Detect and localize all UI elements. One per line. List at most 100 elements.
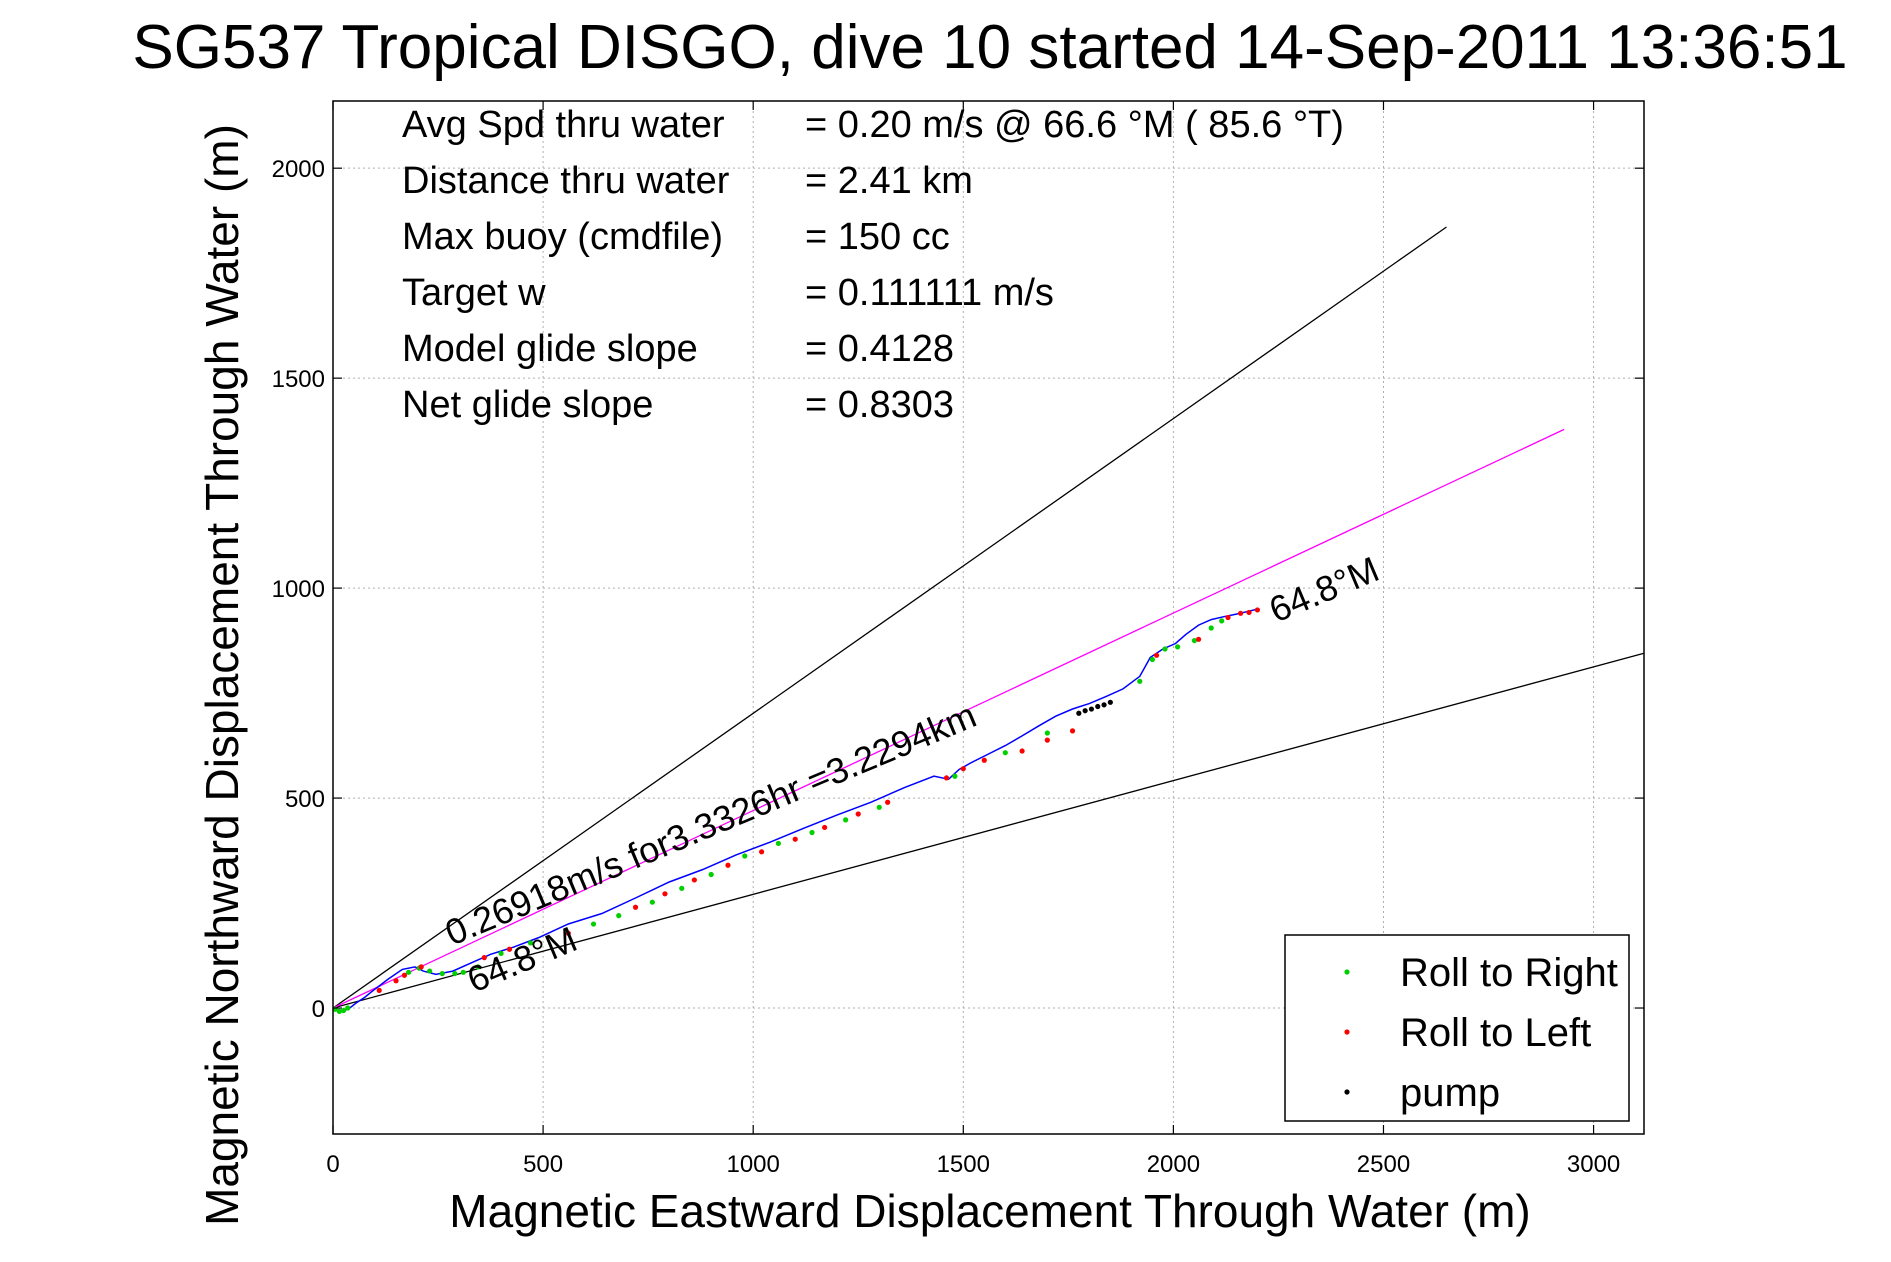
stats-label: Max buoy (cmdfile) [402, 216, 723, 258]
roll-to-right-point [498, 950, 504, 957]
stats-block: Avg Spd thru water = 0.20 m/s @ 66.6 °M (… [402, 104, 1344, 426]
stats-value: = 0.111111 m/s [805, 272, 1054, 314]
y-tick-label: 0 [312, 996, 325, 1023]
pump-point [1076, 710, 1082, 716]
roll-to-left-point [981, 757, 987, 763]
roll-to-left-point [506, 946, 513, 952]
x-axis-ticks: 0 500 1000 1500 2000 2500 3000 [326, 101, 1620, 1178]
roll-to-right-point [1137, 678, 1143, 684]
x-axis-label: Magnetic Eastward Displacement Through W… [449, 1185, 1530, 1237]
roll-to-left-point [632, 904, 639, 910]
y-tick-label: 1000 [272, 576, 325, 603]
x-tick-label: 2500 [1357, 1151, 1410, 1178]
legend-marker [1344, 969, 1350, 975]
roll-to-right-point [809, 829, 815, 836]
roll-to-left-point [792, 836, 798, 842]
roll-to-left-point [1195, 636, 1202, 642]
roll-to-right-point [1219, 618, 1225, 624]
x-tick-label: 1000 [726, 1151, 779, 1178]
roll-to-right-point [876, 804, 882, 810]
roll-to-left-point [1225, 614, 1231, 621]
roll-to-right-point [1191, 637, 1197, 644]
stats-label: Avg Spd thru water [402, 104, 725, 146]
roll-to-left-point [960, 766, 966, 772]
roll-to-left-point [758, 849, 765, 855]
roll-to-left-point [662, 891, 668, 897]
plot-area: 0 500 1000 1500 2000 2500 3000 0 500 1000 1500 200… [272, 100, 1645, 1178]
x-tick-label: 0 [326, 1151, 339, 1178]
roll-to-left-point [1044, 737, 1050, 743]
pump-point [1101, 702, 1107, 708]
roll-to-right-point [1149, 656, 1155, 663]
x-tick-label: 3000 [1567, 1151, 1620, 1178]
legend-label: pump [1400, 1071, 1500, 1115]
legend-marker [1344, 1089, 1350, 1095]
roll-to-right-point [336, 1008, 342, 1014]
roll-to-left-point [691, 877, 697, 883]
roll-to-right-point [452, 970, 458, 977]
roll-to-left-point [1246, 609, 1252, 616]
roll-to-left-point [1069, 728, 1076, 734]
x-tick-label: 1500 [937, 1151, 990, 1178]
roll-to-left-point [481, 955, 487, 961]
roll-to-right-point [406, 969, 412, 975]
roll-to-right-point [1002, 750, 1008, 756]
roll-to-left-point [725, 862, 731, 868]
reference-line [332, 226, 1447, 1009]
roll-to-right-point [708, 871, 714, 878]
y-tick-label: 1500 [272, 366, 325, 393]
pump-point [1088, 706, 1095, 712]
stats-value: = 0.20 m/s @ 66.6 °M ( 85.6 °T) [805, 104, 1344, 146]
y-tick-label: 2000 [272, 156, 325, 183]
roll-to-left-point [1153, 652, 1160, 658]
stats-label: Net glide slope [402, 384, 653, 426]
legend-label: Roll to Right [1400, 951, 1618, 995]
roll-to-left-point [822, 824, 828, 831]
pump-point [1107, 699, 1113, 705]
legend: Roll to Right Roll to Left pump [1284, 934, 1630, 1122]
roll-to-right-point [616, 913, 622, 919]
x-tick-label: 500 [523, 1151, 563, 1178]
roll-to-left-point [855, 811, 861, 817]
roll-to-right-point [1208, 625, 1214, 631]
y-axis-label: Magnetic Northward Displacement Through … [196, 124, 248, 1226]
stats-value: = 0.4128 [805, 328, 954, 370]
roll-to-left-point [1254, 607, 1261, 613]
legend-label: Roll to Left [1400, 1011, 1591, 1055]
roll-to-right-point [460, 969, 466, 975]
legend-items: Roll to Right Roll to Left pump [1344, 951, 1618, 1115]
roll-to-right-point [1174, 644, 1181, 650]
roll-to-right-point [475, 964, 481, 970]
roll-to-right-point [340, 1007, 347, 1014]
y-axis-ticks: 0 500 1000 1500 2000 [272, 156, 1644, 1023]
roll-to-right-point [952, 773, 958, 779]
stats-label: Target w [402, 272, 546, 314]
roll-to-left-point [885, 799, 891, 805]
stats-label: Distance thru water [402, 160, 730, 202]
stats-value: = 150 cc [805, 216, 950, 258]
stats-value: = 2.41 km [805, 160, 973, 202]
pump-point [1082, 708, 1088, 714]
y-tick-label: 500 [285, 786, 325, 813]
roll-to-right-point [427, 968, 433, 974]
roll-to-right-point [742, 853, 748, 859]
roll-to-right-point [649, 899, 655, 905]
roll-to-right-point [439, 970, 445, 977]
roll-to-right-point [345, 1005, 351, 1011]
roll-to-left-point [401, 972, 408, 978]
roll-to-right-point [590, 921, 597, 927]
roll-to-left-point [943, 775, 950, 781]
reference-lines [332, 226, 1645, 1009]
roll-to-right-point [679, 885, 685, 891]
stats-value: = 0.8303 [805, 384, 954, 426]
roll-to-right-point [1044, 730, 1050, 736]
roll-points [332, 607, 1261, 1014]
roll-to-left-point [393, 978, 399, 984]
x-tick-label: 2000 [1147, 1151, 1200, 1178]
roll-to-right-point [1162, 646, 1168, 652]
legend-box [1284, 934, 1630, 1122]
legend-marker [1344, 1029, 1350, 1035]
stats-label: Model glide slope [402, 328, 698, 370]
roll-to-right-point [527, 940, 534, 946]
